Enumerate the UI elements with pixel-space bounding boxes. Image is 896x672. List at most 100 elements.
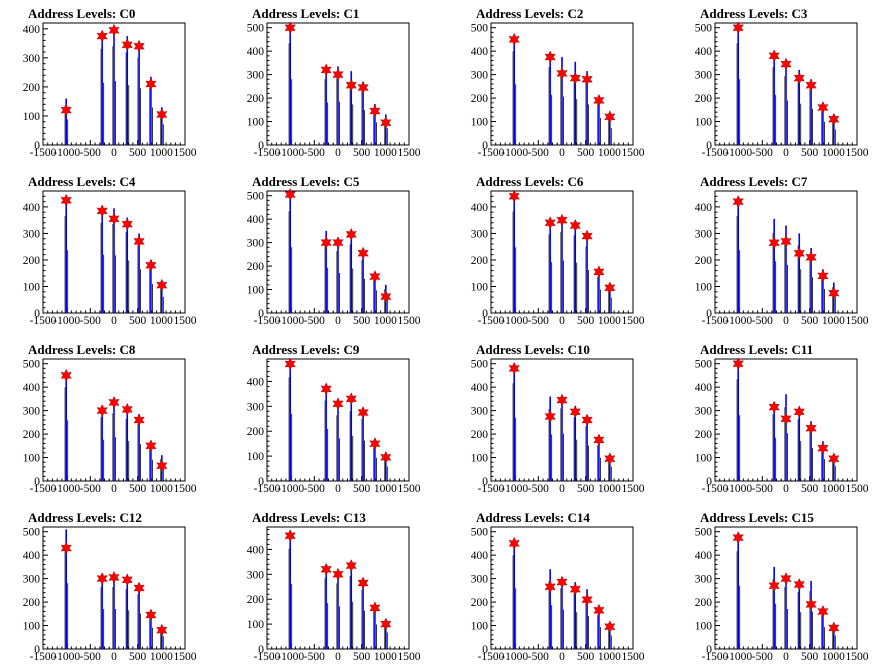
peak-marker xyxy=(96,572,108,586)
y-tick-label: 100 xyxy=(695,281,713,293)
histogram-panel: 0 100 200 300 400 500 -1500 -1000 -500 0 500 1000 15… xyxy=(0,504,224,672)
y-tick-label: 400 xyxy=(23,24,41,36)
x-tick-label: 1500 xyxy=(174,483,197,495)
peak-marker xyxy=(569,219,581,232)
chart-title: Address Levels: C10 xyxy=(476,342,590,357)
x-tick-label: 0 xyxy=(335,651,341,663)
peak-marker xyxy=(332,236,344,250)
peak-marker xyxy=(284,357,296,371)
y-tick-label: 0 xyxy=(258,140,264,152)
y-tick-label: 500 xyxy=(471,359,489,371)
peak-marker xyxy=(357,246,369,260)
peak-marker xyxy=(556,393,568,407)
histogram-panel: 0 100 200 300 400 -1500 -1000 -500 0 500 1000 1500 A… xyxy=(224,504,448,672)
chart-title: Address Levels: C0 xyxy=(28,6,136,21)
peak-marker xyxy=(828,112,840,126)
peak-marker xyxy=(793,246,805,260)
x-tick-label: -1500 xyxy=(30,315,57,327)
x-tick-label: -500 xyxy=(80,147,101,159)
peak-marker xyxy=(284,529,296,543)
y-tick-label: 500 xyxy=(471,23,489,35)
peak-marker xyxy=(133,234,145,248)
peak-marker xyxy=(581,593,593,607)
y-tick-label: 100 xyxy=(695,117,713,129)
peak-marker xyxy=(593,603,605,617)
x-tick-label: -500 xyxy=(80,483,101,495)
y-tick-label: 100 xyxy=(471,281,489,293)
x-tick-label: 1500 xyxy=(846,147,869,159)
x-tick-label: 1000 xyxy=(598,315,621,327)
x-tick-label: 1000 xyxy=(150,651,173,663)
y-tick-label: 400 xyxy=(23,550,41,562)
x-tick-label: 500 xyxy=(353,147,371,159)
x-tick-label: -1000 xyxy=(501,651,528,663)
peak-marker xyxy=(828,452,840,466)
peak-marker xyxy=(60,193,72,207)
peak-marker xyxy=(108,212,120,226)
x-tick-label: -1500 xyxy=(254,315,281,327)
y-tick-label: 0 xyxy=(482,140,488,152)
peak-marker xyxy=(156,623,168,637)
x-tick-label: -1000 xyxy=(277,651,304,663)
x-tick-label: -500 xyxy=(80,651,101,663)
x-tick-label: -500 xyxy=(304,315,325,327)
y-tick-label: 300 xyxy=(471,406,489,418)
x-tick-label: 1000 xyxy=(150,483,173,495)
peak-marker xyxy=(593,93,605,107)
peak-marker xyxy=(145,77,157,91)
peak-marker xyxy=(345,559,357,573)
peak-marker xyxy=(581,72,593,86)
x-tick-label: -1000 xyxy=(501,483,528,495)
y-tick-label: 400 xyxy=(471,46,489,58)
x-tick-label: -1500 xyxy=(702,147,729,159)
histogram-panel: 0 100 200 300 400 500 -1500 -1000 -500 0 500 1000 15… xyxy=(0,336,224,504)
peak-marker xyxy=(569,582,581,596)
y-tick-label: 0 xyxy=(258,476,264,488)
histogram-panel: 0 100 200 300 400 500 -1500 -1000 -500 0 500 1000 15… xyxy=(448,0,672,168)
y-tick-label: 300 xyxy=(23,53,41,65)
peak-marker xyxy=(96,404,108,418)
x-tick-label: 1000 xyxy=(374,651,397,663)
y-tick-label: 500 xyxy=(247,23,265,35)
y-tick-label: 400 xyxy=(247,376,265,388)
y-tick-label: 200 xyxy=(247,594,265,606)
y-tick-label: 0 xyxy=(482,308,488,320)
y-tick-label: 300 xyxy=(471,574,489,586)
peak-marker xyxy=(60,368,72,382)
histogram-panel: 0 100 200 300 400 500 -1500 -1000 -500 0 500 1000 15… xyxy=(672,336,896,504)
y-tick-label: 300 xyxy=(695,406,713,418)
peak-marker xyxy=(793,405,805,419)
peak-marker xyxy=(604,110,616,124)
histogram-panel: 0 100 200 300 400 -1500 -1000 -500 0 500 1000 1500 A… xyxy=(0,0,224,168)
x-tick-label: -500 xyxy=(304,147,325,159)
histogram-panel: 0 100 200 300 400 500 -1500 -1000 -500 0 500 1000 15… xyxy=(672,0,896,168)
x-tick-label: -1000 xyxy=(501,315,528,327)
y-tick-label: 400 xyxy=(23,382,41,394)
y-tick-label: 100 xyxy=(247,117,265,129)
peak-marker xyxy=(320,382,332,396)
peak-marker xyxy=(156,459,168,473)
peak-marker xyxy=(556,213,568,227)
y-tick-label: 500 xyxy=(23,527,41,539)
peak-marker xyxy=(108,395,120,409)
x-tick-label: -1500 xyxy=(254,147,281,159)
x-tick-label: 0 xyxy=(783,651,789,663)
x-tick-label: 1000 xyxy=(374,315,397,327)
x-tick-label: 1500 xyxy=(846,315,869,327)
peak-marker xyxy=(805,78,817,92)
peak-marker xyxy=(544,580,556,594)
peak-marker xyxy=(508,189,520,203)
x-tick-label: -1500 xyxy=(702,651,729,663)
chart-title: Address Levels: C4 xyxy=(28,174,136,189)
peak-marker xyxy=(732,357,744,371)
x-tick-label: 1000 xyxy=(374,483,397,495)
chart-title: Address Levels: C6 xyxy=(476,174,584,189)
x-tick-label: 500 xyxy=(577,315,595,327)
peak-marker xyxy=(60,541,72,555)
y-tick-label: 400 xyxy=(695,202,713,214)
y-tick-label: 200 xyxy=(23,82,41,94)
x-tick-label: 1500 xyxy=(846,651,869,663)
y-tick-label: 400 xyxy=(695,382,713,394)
